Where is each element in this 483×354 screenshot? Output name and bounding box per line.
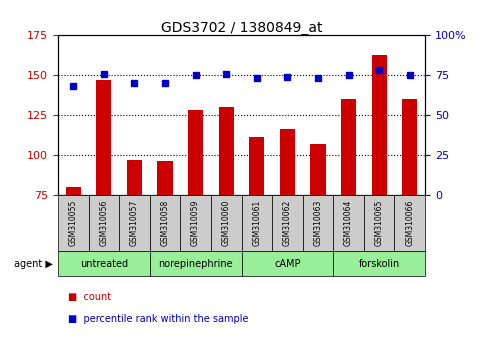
FancyBboxPatch shape [211, 195, 242, 251]
Text: GSM310061: GSM310061 [252, 200, 261, 246]
Bar [371, 55, 387, 195]
FancyBboxPatch shape [333, 195, 364, 251]
Text: GSM310060: GSM310060 [222, 200, 231, 246]
Bar [157, 161, 173, 195]
Bar [96, 80, 112, 195]
Bar [127, 160, 142, 195]
Text: cAMP: cAMP [274, 259, 300, 269]
Text: GSM310062: GSM310062 [283, 200, 292, 246]
FancyBboxPatch shape [272, 195, 303, 251]
Bar [311, 144, 326, 195]
FancyBboxPatch shape [364, 195, 395, 251]
FancyBboxPatch shape [119, 195, 150, 251]
Bar [188, 110, 203, 195]
Text: forskolin: forskolin [358, 259, 400, 269]
FancyBboxPatch shape [180, 195, 211, 251]
Bar [402, 99, 417, 195]
FancyBboxPatch shape [395, 195, 425, 251]
Bar [341, 99, 356, 195]
Text: GSM310058: GSM310058 [160, 200, 170, 246]
Bar [280, 130, 295, 195]
Text: GSM310057: GSM310057 [130, 200, 139, 246]
Text: GSM310066: GSM310066 [405, 200, 414, 246]
Text: GSM310056: GSM310056 [99, 200, 108, 246]
FancyBboxPatch shape [242, 195, 272, 251]
Text: GSM310055: GSM310055 [69, 200, 78, 246]
Bar [249, 137, 265, 195]
Bar [66, 187, 81, 195]
FancyBboxPatch shape [88, 195, 119, 251]
FancyBboxPatch shape [150, 251, 242, 276]
FancyBboxPatch shape [333, 251, 425, 276]
FancyBboxPatch shape [242, 251, 333, 276]
Text: GSM310059: GSM310059 [191, 200, 200, 246]
FancyBboxPatch shape [303, 195, 333, 251]
Text: norepinephrine: norepinephrine [158, 259, 233, 269]
FancyBboxPatch shape [58, 195, 88, 251]
FancyBboxPatch shape [58, 251, 150, 276]
Text: GDS3702 / 1380849_at: GDS3702 / 1380849_at [161, 21, 322, 35]
Text: ■  count: ■ count [68, 292, 111, 302]
Text: GSM310065: GSM310065 [375, 200, 384, 246]
Text: GSM310063: GSM310063 [313, 200, 323, 246]
Text: GSM310064: GSM310064 [344, 200, 353, 246]
Text: ■  percentile rank within the sample: ■ percentile rank within the sample [68, 314, 248, 324]
Bar [219, 107, 234, 195]
Text: untreated: untreated [80, 259, 128, 269]
FancyBboxPatch shape [150, 195, 180, 251]
Text: agent ▶: agent ▶ [14, 259, 53, 269]
